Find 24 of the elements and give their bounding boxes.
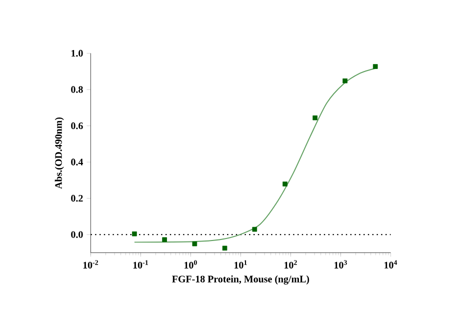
point [252, 226, 258, 232]
x-tick-label: 10$^{-2}$ [83, 260, 98, 269]
point [192, 241, 198, 246]
point [342, 78, 348, 84]
y-tick-label: 0.0 [71, 231, 83, 238]
point [132, 231, 137, 236]
x-tick-label: 10$^{2}$ [284, 260, 297, 269]
point [222, 246, 228, 251]
x-tick-label: 10$^{0}$ [184, 260, 197, 269]
x-tick-label: 10$^{3}$ [334, 260, 347, 269]
y-tick-label: 1.0 [72, 50, 83, 57]
point [312, 115, 318, 120]
point [372, 64, 378, 69]
y-tick-label: 0.6 [71, 122, 83, 130]
x-tick-label: 10$^{-1}$ [133, 260, 148, 269]
x-tick-label: 10$^{1}$ [234, 260, 247, 269]
point [162, 237, 167, 242]
y-axis-title: Abs.(OD.490nm) [54, 117, 64, 189]
x-tick-label: 10$^{4}$ [384, 260, 398, 269]
x-axis-title: FGF-18 Protein, Mouse (ng/mL) [172, 275, 310, 285]
y-tick-label: 0.4 [71, 158, 83, 166]
y-tick-label: 0.2 [71, 194, 83, 202]
y-tick-label: 0.8 [71, 86, 83, 93]
point [282, 182, 288, 186]
